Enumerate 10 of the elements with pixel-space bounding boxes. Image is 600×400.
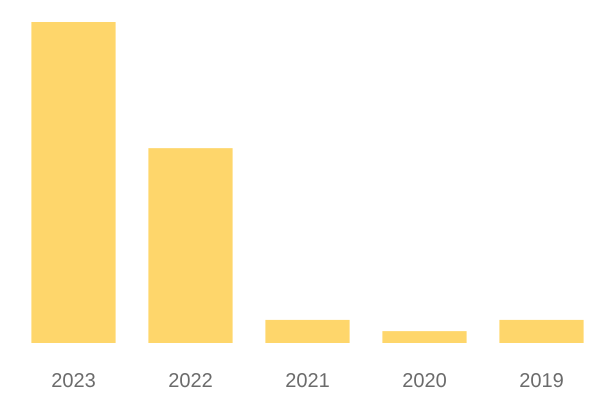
bar (382, 331, 467, 343)
x-tick-label: 2020 (402, 370, 447, 392)
x-tick-label: 2022 (168, 370, 213, 392)
bar (148, 148, 233, 343)
x-tick-label: 2019 (519, 370, 564, 392)
bar (499, 320, 584, 343)
bar (265, 320, 350, 343)
x-tick-label: 2023 (51, 370, 96, 392)
x-tick-label: 2021 (285, 370, 330, 392)
bar (31, 22, 116, 343)
